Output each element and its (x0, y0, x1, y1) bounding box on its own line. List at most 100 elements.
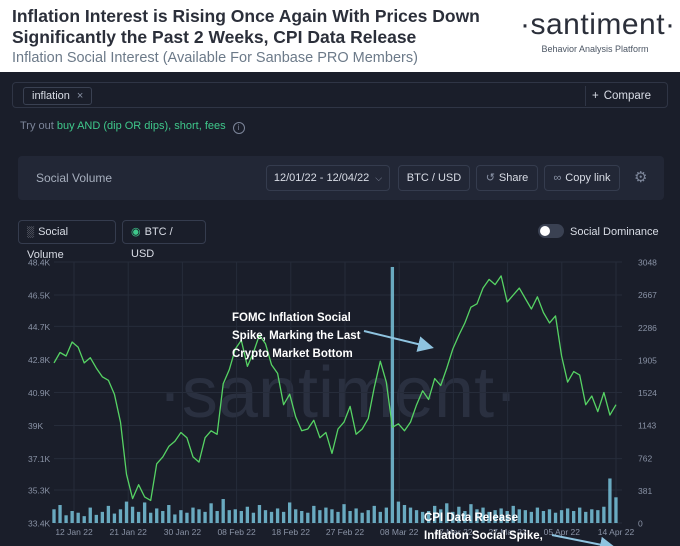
annotation-line: CPI Data Release (424, 512, 518, 524)
x-tick-label: 08 Feb 22 (217, 527, 256, 537)
legend-social-volume[interactable]: ░ Social Volume (18, 220, 116, 261)
social-volume-bar (58, 505, 62, 523)
toggle-knob (540, 226, 550, 236)
social-volume-bar (433, 505, 437, 523)
social-volume-bar (602, 506, 606, 523)
x-tick-label: 05 Apr 22 (544, 527, 581, 537)
chevron-down-icon: ⌵ (375, 173, 383, 183)
social-volume-bar (336, 511, 340, 523)
social-volume-bar (457, 506, 461, 523)
y-left-tick-label: 33.4K (28, 519, 51, 529)
social-volume-bar (499, 508, 503, 523)
social-volume-bar (396, 501, 401, 523)
social-volume-bar (142, 502, 147, 523)
share-button[interactable]: ↺ Share (476, 165, 538, 191)
legend-btc-usd-label: BTC / USD (131, 226, 173, 260)
social-volume-bar (197, 509, 201, 523)
date-range-picker[interactable]: 12/01/22 - 12/04/22 ⌵ (266, 165, 390, 191)
social-volume-bar (614, 497, 618, 523)
page-subtitle: Inflation Social Interest (Available For… (12, 50, 418, 66)
social-volume-bar (559, 510, 564, 523)
toggle-switch[interactable] (538, 224, 564, 238)
social-volume-bar (342, 504, 346, 523)
social-volume-bar (378, 511, 382, 523)
y-right-tick-label: 2286 (638, 323, 657, 333)
annotation-arrow-cpi (551, 534, 616, 546)
social-volume-bar (215, 511, 219, 523)
hint-prefix: Try out (20, 120, 54, 132)
social-volume-bar (161, 511, 165, 523)
compare-button[interactable]: + Compare (584, 86, 657, 106)
y-right-tick-label: 762 (638, 453, 652, 463)
social-volume-bar (469, 504, 473, 523)
line-series-icon: ◉ (131, 226, 141, 238)
social-volume-bar (112, 513, 117, 523)
page-title: Inflation Interest is Rising Once Again … (12, 6, 480, 47)
social-volume-bar (173, 514, 177, 523)
legend-btc-usd[interactable]: ◉ BTC / USD (122, 220, 206, 260)
social-volume-bar (275, 508, 280, 523)
y-left-tick-label: 46.5K (28, 291, 51, 301)
share-icon: ↺ (485, 172, 495, 184)
copy-link-button[interactable]: ∞ Copy link (544, 165, 620, 191)
search-bar[interactable]: inflation × + Compare (12, 82, 668, 108)
chart-toolbar: Social Volume 12/01/22 - 12/04/22 ⌵ BTC /… (18, 156, 664, 200)
copy-link-label: Copy link (565, 172, 611, 184)
share-label: Share (498, 172, 529, 184)
social-volume-bar (185, 512, 189, 523)
social-volume-bar (221, 499, 225, 523)
social-volume-bar (227, 510, 231, 523)
social-volume-bar (179, 510, 183, 523)
social-volume-bar (505, 511, 509, 523)
search-chip-label: inflation (32, 90, 70, 102)
social-volume-bar (251, 512, 256, 523)
social-volume-bar (463, 511, 467, 523)
social-volume-bar (608, 478, 612, 523)
y-left-tick-label: 39K (28, 421, 43, 431)
info-icon[interactable]: i (232, 122, 245, 134)
social-volume-bar (523, 510, 527, 523)
brand-name: ·santiment· (520, 8, 676, 41)
social-volume-bar (571, 511, 576, 523)
gear-icon[interactable]: ⚙ (634, 169, 648, 186)
social-volume-bar (354, 508, 358, 523)
social-volume-bar (584, 511, 588, 523)
social-volume-bar (384, 507, 389, 523)
panel-title: Social Volume (36, 171, 113, 185)
social-volume-bar (439, 509, 443, 523)
social-volume-bar (451, 511, 455, 523)
social-volume-bar (106, 505, 111, 523)
y-right-tick-label: 1143 (638, 421, 657, 431)
legend-social-volume-label: Social Volume (27, 226, 69, 261)
social-volume-bar (414, 510, 419, 523)
x-tick-label: 18 Feb 22 (272, 527, 311, 537)
social-volume-bar (149, 512, 153, 523)
y-left-tick-label: 35.3K (28, 485, 51, 495)
hint-suggestion-link[interactable]: buy AND (dip OR dips), short, fees (56, 120, 226, 132)
social-volume-bar (578, 507, 582, 523)
social-volume-bar (481, 507, 485, 523)
x-tick-label: 17 Mar 22 (434, 527, 473, 537)
close-icon[interactable]: × (76, 90, 84, 102)
social-volume-bar (529, 511, 534, 523)
social-volume-bar (155, 508, 159, 523)
social-dominance-toggle[interactable]: Social Dominance (538, 224, 659, 240)
social-volume-bar (493, 510, 497, 523)
social-volume-bar (372, 505, 376, 523)
date-range-label: 12/01/22 - 12/04/22 (273, 172, 370, 184)
y-left-tick-label: 42.8K (28, 355, 51, 365)
social-volume-bar (390, 266, 395, 523)
social-volume-bar (348, 511, 352, 523)
search-chip[interactable]: inflation × (23, 87, 93, 105)
social-volume-bar (124, 501, 129, 523)
y-left-tick-label: 48.4K (28, 258, 51, 268)
y-left-tick-label: 37.1K (28, 454, 51, 464)
social-volume-bar (70, 511, 74, 523)
y-left-tick-label: 40.9K (28, 388, 51, 398)
pair-selector[interactable]: BTC / USD (398, 165, 470, 191)
social-volume-bar (565, 508, 570, 523)
social-volume-bar (426, 511, 431, 523)
x-tick-label: 21 Jan 22 (110, 527, 148, 537)
social-volume-bar (167, 505, 171, 523)
social-volume-bar (517, 509, 521, 523)
